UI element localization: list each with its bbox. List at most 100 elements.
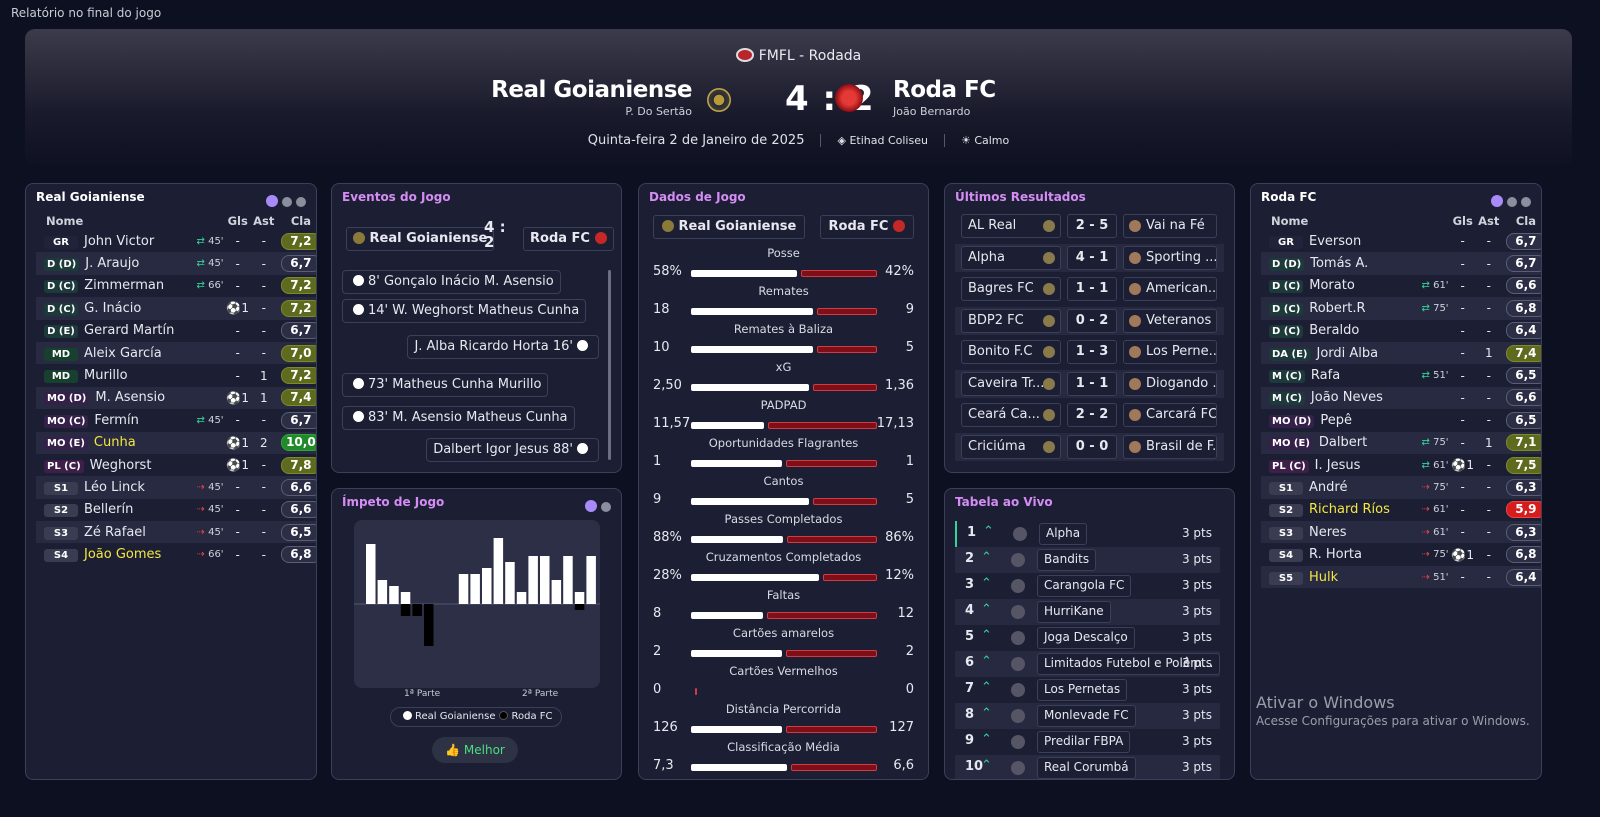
table-row[interactable]: PL (C) Weghorst ⚽1-7,8: [36, 454, 316, 476]
table-row[interactable]: 8 ⌃ Monlevade FC 3 pts: [955, 703, 1220, 729]
table-row[interactable]: M (C) João Neves - -6,6: [1261, 386, 1541, 410]
table-row[interactable]: DA (E) Jordi Alba -1 7,4: [1261, 341, 1541, 365]
table-row[interactable]: D (C) Robert.R ⇄ 75' - -6,8: [1261, 297, 1541, 320]
table-row[interactable]: S4 R. Horta ⇢ 75' ⚽1-6,8: [1261, 543, 1541, 565]
table-row[interactable]: S1 André ⇢ 75' - -6,3: [1261, 476, 1541, 499]
table-row[interactable]: MD Aleix García - -7,0: [36, 341, 316, 365]
table-row[interactable]: D (C) Beraldo - -6,4: [1261, 320, 1541, 342]
table-row[interactable]: GR Everson - -6,7: [1261, 230, 1541, 252]
player-name[interactable]: João Gomes: [84, 547, 162, 563]
best-button[interactable]: 👍 Melhor: [432, 737, 518, 763]
table-row[interactable]: S1 Léo Linck ⇢ 45' - -6,6: [36, 476, 316, 499]
event-item[interactable]: J. Alba Ricardo Horta 16': [407, 335, 599, 359]
result-row[interactable]: BDP2 FC 0 - 2 Veteranos: [955, 306, 1224, 335]
dot-icon[interactable]: [1521, 197, 1531, 207]
table-row[interactable]: MO (E) Cunha ⚽1 2 10,0: [36, 431, 316, 454]
player-name[interactable]: Tomás A.: [1310, 256, 1369, 272]
player-name[interactable]: Zimmerman: [84, 278, 165, 294]
table-row[interactable]: MO (D) Pepê - -6,5: [1261, 409, 1541, 431]
player-name[interactable]: Gerard Martín: [84, 323, 175, 339]
col-goals[interactable]: Gls: [227, 214, 248, 228]
col-goals[interactable]: Gls: [1452, 214, 1473, 228]
result-row[interactable]: Criciúma 0 - 0 Brasil de F...: [955, 432, 1224, 461]
player-name[interactable]: Léo Linck: [84, 479, 145, 495]
table-row[interactable]: MO (D) M. Asensio ⚽1 1 7,4: [36, 386, 316, 410]
result-row[interactable]: Caveira Tr... 1 - 1 Diogando ...: [955, 369, 1224, 398]
col-assists[interactable]: Ast: [253, 214, 275, 228]
panel-page-dots[interactable]: [1487, 192, 1531, 211]
events-scrollbar[interactable]: [608, 270, 611, 460]
player-name[interactable]: Cunha: [93, 435, 136, 451]
table-row[interactable]: PL (C) I. Jesus ⇄ 61' ⚽1-7,5: [1261, 454, 1541, 476]
dot-icon[interactable]: [1507, 197, 1517, 207]
event-item[interactable]: 8' Gonçalo Inácio M. Asensio: [342, 270, 561, 294]
player-name[interactable]: João Neves: [1310, 390, 1383, 406]
player-name[interactable]: Robert.R: [1309, 300, 1366, 316]
result-row[interactable]: Bagres FC 1 - 1 American...: [955, 275, 1224, 303]
player-name[interactable]: R. Horta: [1309, 547, 1362, 563]
player-name[interactable]: Hulk: [1309, 569, 1339, 585]
player-name[interactable]: Neres: [1309, 524, 1347, 540]
table-row[interactable]: 2 ⌃ Bandits 3 pts: [955, 547, 1220, 573]
table-row[interactable]: MO (C) Fermín ⇄ 45' - -6,7: [36, 409, 316, 431]
player-name[interactable]: Jordi Alba: [1316, 345, 1379, 361]
table-row[interactable]: M (C) Rafa ⇄ 51' - -6,5: [1261, 364, 1541, 386]
player-name[interactable]: Pepê: [1320, 412, 1352, 428]
player-name[interactable]: Rafa: [1310, 368, 1341, 384]
event-item[interactable]: Dalbert Igor Jesus 88': [426, 438, 599, 462]
player-name[interactable]: Weghorst: [89, 457, 152, 473]
player-name[interactable]: M. Asensio: [95, 390, 166, 406]
player-name[interactable]: Bellerín: [84, 502, 134, 518]
player-name[interactable]: J. Araujo: [85, 256, 140, 272]
dot-icon[interactable]: [266, 195, 278, 207]
dot-icon[interactable]: [601, 502, 611, 512]
table-row[interactable]: D (C) Zimmerman ⇄ 66' - -7,2: [36, 275, 316, 297]
table-row[interactable]: D (C) Morato ⇄ 61' - -6,6: [1261, 275, 1541, 297]
col-rating[interactable]: Cla: [1515, 214, 1536, 228]
table-row[interactable]: S3 Zé Rafael ⇢ 45' - -6,5: [36, 521, 316, 544]
player-name[interactable]: Fermín: [94, 412, 139, 428]
table-row[interactable]: 7 ⌃ Los Pernetas 3 pts: [955, 677, 1220, 703]
panel-page-dots[interactable]: [262, 192, 306, 211]
result-row[interactable]: Alpha 4 - 1 Sporting ...: [955, 243, 1224, 272]
player-name[interactable]: Morato: [1309, 278, 1355, 294]
table-row[interactable]: S2 Richard Ríos ⇢ 61' - -5,9: [1261, 499, 1541, 521]
table-row[interactable]: MO (E) Dalbert ⇄ 75' -1 7,1: [1261, 431, 1541, 454]
table-row[interactable]: S5 Hulk ⇢ 51' - -6,4: [1261, 565, 1541, 589]
table-row[interactable]: MD Murillo - 1 7,2: [36, 364, 316, 386]
col-name[interactable]: Nome: [1271, 214, 1309, 228]
result-row[interactable]: Ceará Ca... 2 - 2 Carcará FC: [955, 401, 1224, 429]
table-row[interactable]: D (D) J. Araujo ⇄ 45' - -6,7: [36, 252, 316, 275]
result-row[interactable]: AL Real 2 - 5 Vai na Fé: [955, 212, 1224, 240]
table-row[interactable]: S3 Neres ⇢ 61' - -6,3: [1261, 521, 1541, 544]
col-name[interactable]: Nome: [46, 214, 84, 228]
table-row[interactable]: GR John Victor ⇄ 45' - -7,2: [36, 230, 316, 252]
table-row[interactable]: 9 ⌃ Predilar FBPA 3 pts: [955, 729, 1220, 755]
col-rating[interactable]: Cla: [290, 214, 311, 228]
table-row[interactable]: 1 ⌃ Alpha 3 pts: [955, 521, 1220, 547]
col-assists[interactable]: Ast: [1478, 214, 1500, 228]
player-name[interactable]: Beraldo: [1309, 323, 1360, 339]
table-row[interactable]: 4 ⌃ HurriKane 3 pts: [955, 599, 1220, 625]
player-name[interactable]: G. Inácio: [84, 300, 142, 316]
dot-icon[interactable]: [585, 500, 597, 512]
player-name[interactable]: John Victor: [84, 233, 155, 249]
dot-icon[interactable]: [296, 197, 306, 207]
player-name[interactable]: Zé Rafael: [84, 524, 146, 540]
table-row[interactable]: S4 João Gomes ⇢ 66' - -6,8: [36, 543, 316, 565]
table-row[interactable]: 3 ⌃ Carangola FC 3 pts: [955, 573, 1220, 599]
player-name[interactable]: André: [1309, 479, 1348, 495]
panel-page-dots[interactable]: [581, 497, 611, 516]
player-name[interactable]: Dalbert: [1318, 435, 1368, 451]
event-item[interactable]: 73' Matheus Cunha Murillo: [342, 373, 549, 397]
home-team-name[interactable]: Real Goianiense: [491, 77, 692, 103]
table-row[interactable]: D (C) G. Inácio ⚽1-7,2: [36, 297, 316, 320]
event-item[interactable]: 83' M. Asensio Matheus Cunha: [342, 406, 575, 430]
player-name[interactable]: Richard Ríos: [1309, 502, 1390, 518]
dot-icon[interactable]: [282, 197, 292, 207]
player-name[interactable]: I. Jesus: [1314, 457, 1361, 473]
event-item[interactable]: 14' W. Weghorst Matheus Cunha: [342, 299, 587, 323]
player-name[interactable]: Aleix García: [84, 345, 162, 361]
table-row[interactable]: 6 ⌃ Limitados Futebol e Polêm... 3 pts: [955, 651, 1221, 677]
away-team-name[interactable]: Roda FC: [893, 77, 996, 103]
